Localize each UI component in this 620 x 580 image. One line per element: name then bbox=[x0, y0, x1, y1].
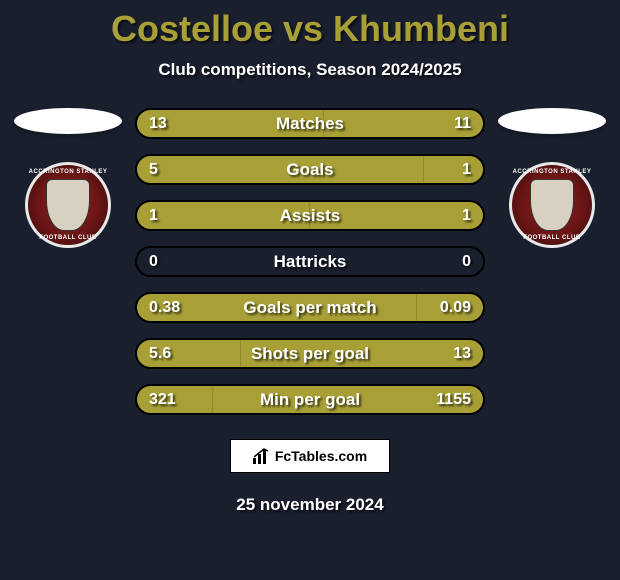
fctables-logo[interactable]: FcTables.com bbox=[230, 439, 390, 473]
crest-text-top: ACCRINGTON STANLEY bbox=[512, 169, 592, 175]
bar-label: Matches bbox=[137, 114, 483, 134]
stat-bar: 1311Matches bbox=[135, 108, 485, 139]
bar-label: Goals bbox=[137, 160, 483, 180]
stat-bar: 00Hattricks bbox=[135, 246, 485, 277]
comparison-row: ACCRINGTON STANLEY FOOTBALL CLUB 1311Mat… bbox=[0, 108, 620, 415]
footer-date: 25 november 2024 bbox=[0, 495, 620, 515]
bar-label: Min per goal bbox=[137, 390, 483, 410]
left-player-col: ACCRINGTON STANLEY FOOTBALL CLUB bbox=[8, 108, 128, 248]
chart-icon bbox=[253, 448, 271, 464]
stat-bar: 51Goals bbox=[135, 154, 485, 185]
stat-bar: 0.380.09Goals per match bbox=[135, 292, 485, 323]
left-player-oval bbox=[14, 108, 122, 134]
logo-text: FcTables.com bbox=[275, 448, 367, 464]
stat-bar: 5.613Shots per goal bbox=[135, 338, 485, 369]
bar-label: Shots per goal bbox=[137, 344, 483, 364]
crest-shield-icon bbox=[530, 179, 574, 231]
bar-label: Hattricks bbox=[137, 252, 483, 272]
bar-label: Assists bbox=[137, 206, 483, 226]
right-player-oval bbox=[498, 108, 606, 134]
right-club-crest: ACCRINGTON STANLEY FOOTBALL CLUB bbox=[509, 162, 595, 248]
bar-label: Goals per match bbox=[137, 298, 483, 318]
crest-text-bottom: FOOTBALL CLUB bbox=[28, 235, 108, 241]
crest-shield-icon bbox=[46, 179, 90, 231]
stat-bar: 11Assists bbox=[135, 200, 485, 231]
crest-text-top: ACCRINGTON STANLEY bbox=[28, 169, 108, 175]
crest-text-bottom: FOOTBALL CLUB bbox=[512, 235, 592, 241]
page-title: Costelloe vs Khumbeni bbox=[0, 8, 620, 50]
stats-bars: 1311Matches 51Goals 11Assists 00Hattricks 0.… bbox=[128, 108, 492, 415]
page-subtitle: Club competitions, Season 2024/2025 bbox=[0, 60, 620, 80]
stat-bar: 3211155Min per goal bbox=[135, 384, 485, 415]
left-club-crest: ACCRINGTON STANLEY FOOTBALL CLUB bbox=[25, 162, 111, 248]
right-player-col: ACCRINGTON STANLEY FOOTBALL CLUB bbox=[492, 108, 612, 248]
